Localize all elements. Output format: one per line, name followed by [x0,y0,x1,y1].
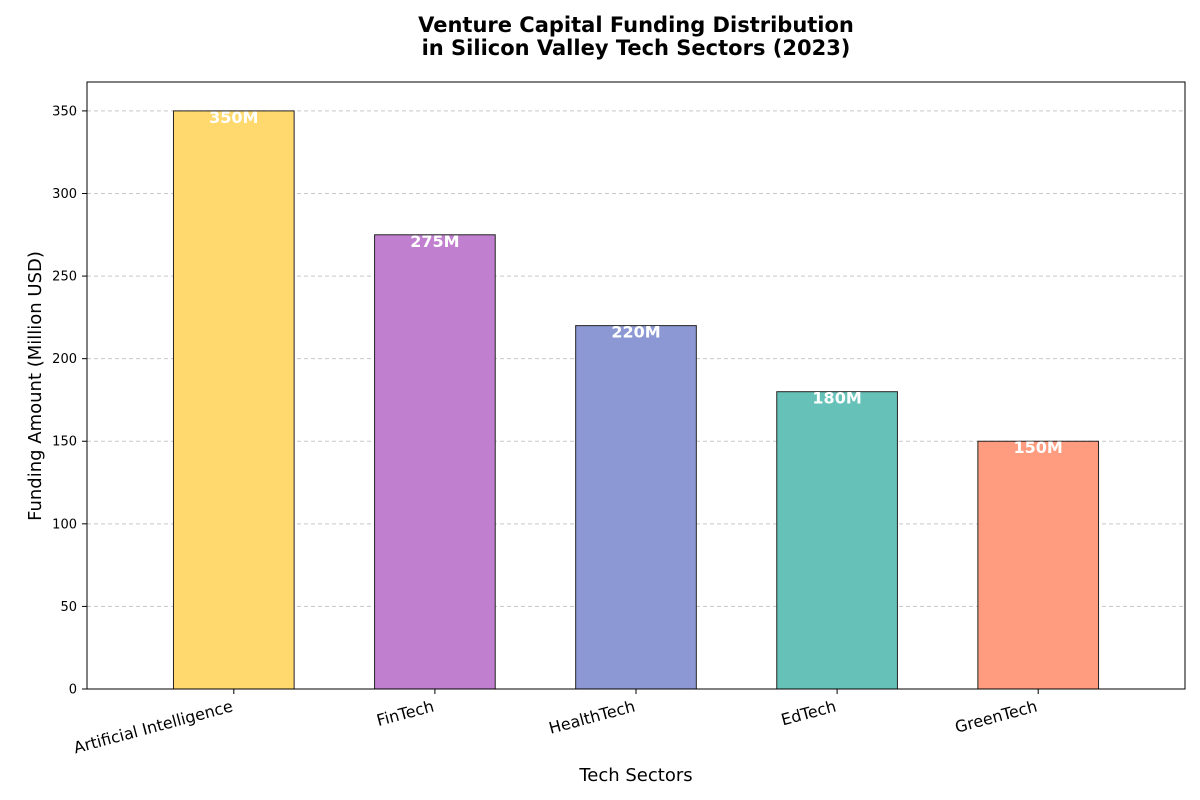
y-tick-label: 150 [52,435,77,450]
y-tick-label: 100 [52,517,77,532]
y-tick-label: 250 [52,270,77,285]
x-tick-label: EdTech [779,697,838,730]
chart-title-line-1: Venture Capital Funding Distribution [418,13,854,37]
bars [172,110,1100,690]
data-label: 220M [611,323,660,342]
y-tick-label: 50 [60,600,77,615]
bar [776,391,898,690]
x-tick-label: GreenTech [953,697,1039,737]
bar [374,234,496,690]
y-axis-ticks: 0 50 100 150 200 250 300 350 [52,104,87,698]
x-tick-label: FinTech [375,697,436,730]
x-tick-label: Artificial Intelligence [72,697,235,758]
y-tick-label: 300 [52,187,77,202]
y-tick-label: 200 [52,352,77,367]
y-tick-label: 350 [52,104,77,119]
data-label: 150M [1014,438,1063,457]
y-tick-label: 0 [69,683,77,698]
y-axis-label: Funding Amount (Million USD) [25,251,46,521]
chart-title-line-2: in Silicon Valley Tech Sectors (2023) [422,36,851,60]
data-label: 180M [812,389,861,408]
x-axis-label: Tech Sectors [578,765,692,786]
data-label: 350M [209,108,258,127]
x-tick-label: HealthTech [547,697,637,738]
bar [575,325,697,690]
bar [977,440,1100,690]
data-label: 275M [410,232,459,251]
x-axis-ticks: Artificial Intelligence FinTech HealthTech… [72,689,1039,758]
bar [172,110,295,690]
data-labels: 350M 275M 220M 180M 150M [209,108,1063,457]
